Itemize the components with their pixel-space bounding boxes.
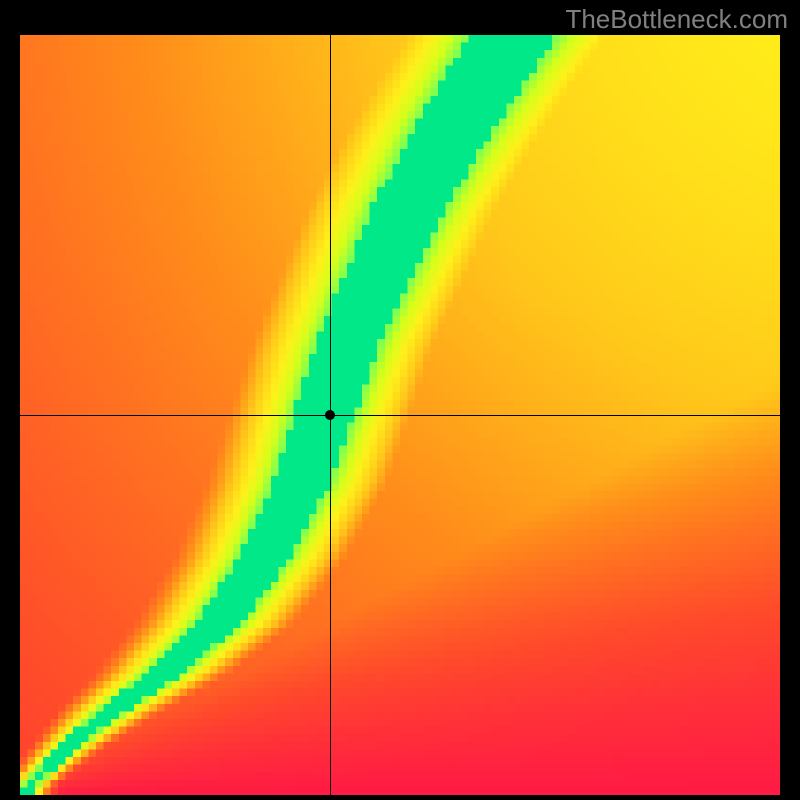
watermark-text: TheBottleneck.com xyxy=(565,4,788,35)
crosshair-horizontal-line xyxy=(20,415,780,416)
chart-container: TheBottleneck.com xyxy=(0,0,800,800)
